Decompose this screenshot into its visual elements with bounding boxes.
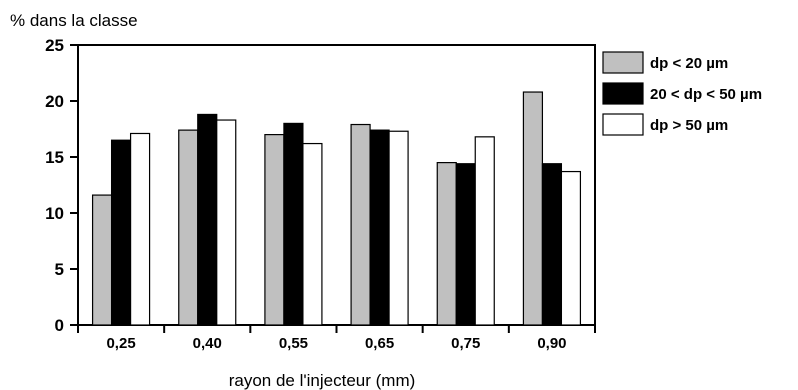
bar (541, 163, 563, 326)
legend-swatch (602, 113, 644, 136)
x-tick-label: 0,75 (451, 335, 480, 352)
legend: dp < 20 µm 20 < dp < 50 µm dp > 50 µm (602, 51, 762, 136)
bar (216, 119, 237, 326)
legend-label: 20 < dp < 50 µm (650, 86, 762, 103)
y-axis: 0 5 10 15 20 25 (45, 36, 78, 335)
legend-label: dp < 20 µm (650, 55, 728, 72)
y-tick-label: 5 (55, 260, 64, 279)
y-tick-label: 0 (55, 316, 64, 335)
bars (91, 91, 582, 326)
plot-frame (77, 44, 596, 326)
y-tick-label: 25 (45, 36, 64, 55)
bar (369, 129, 390, 326)
bar (197, 113, 218, 326)
x-tick-label: 0,55 (279, 335, 308, 352)
legend-label: dp > 50 µm (650, 117, 728, 134)
bar (91, 194, 113, 326)
bar (264, 134, 285, 326)
x-tick-label: 0,40 (193, 335, 222, 352)
bar (388, 130, 409, 326)
x-axis-label: rayon de l'injecteur (mm) (229, 371, 416, 390)
bar (522, 91, 544, 326)
bar (560, 170, 582, 326)
x-axis: 0,25 0,40 0,55 0,65 0,75 0,90 (77, 325, 596, 352)
bar (436, 162, 457, 326)
y-tick-label: 20 (45, 92, 64, 111)
x-tick-label: 0,65 (365, 335, 394, 352)
bar (129, 132, 151, 326)
bar (283, 122, 304, 326)
bar (110, 139, 132, 326)
bar (178, 129, 199, 326)
bar (474, 136, 495, 326)
x-tick-label: 0,90 (537, 335, 566, 352)
y-tick-label: 15 (45, 148, 64, 167)
x-tick-label: 0,25 (106, 335, 135, 352)
legend-swatch (602, 82, 644, 105)
bar (455, 163, 476, 326)
y-tick-label: 10 (45, 204, 64, 223)
bar (350, 123, 371, 326)
y-axis-label: % dans la classe (10, 11, 138, 30)
bar (302, 142, 323, 326)
legend-swatch (602, 51, 644, 74)
